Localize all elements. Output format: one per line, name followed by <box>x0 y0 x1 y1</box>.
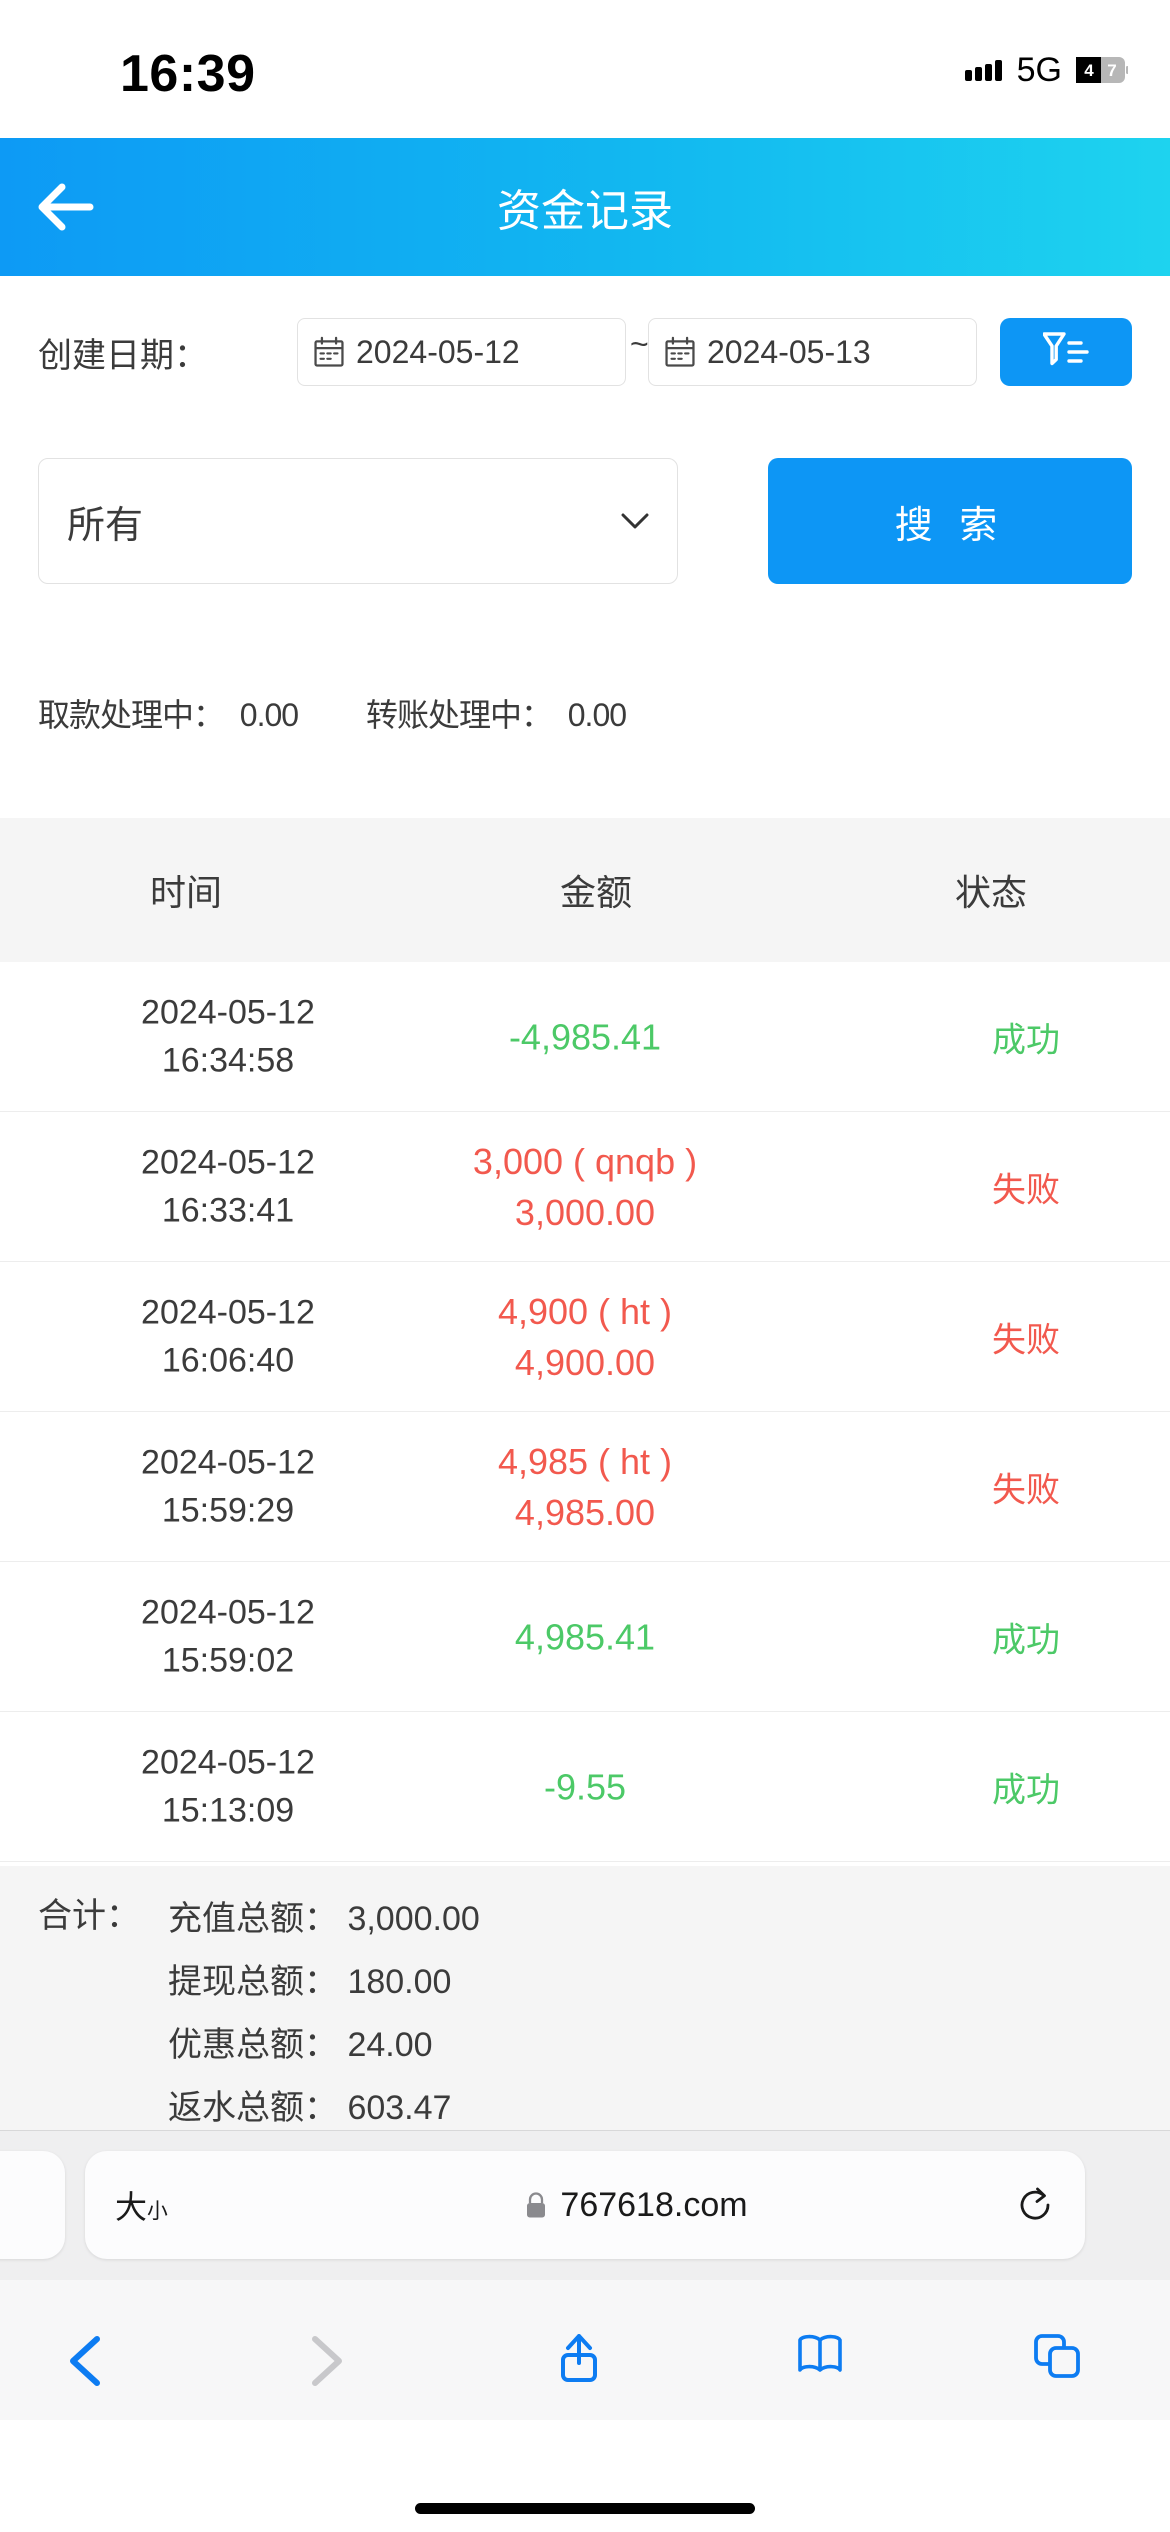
svg-text:7: 7 <box>1107 61 1116 80</box>
svg-text:4: 4 <box>1084 61 1094 80</box>
